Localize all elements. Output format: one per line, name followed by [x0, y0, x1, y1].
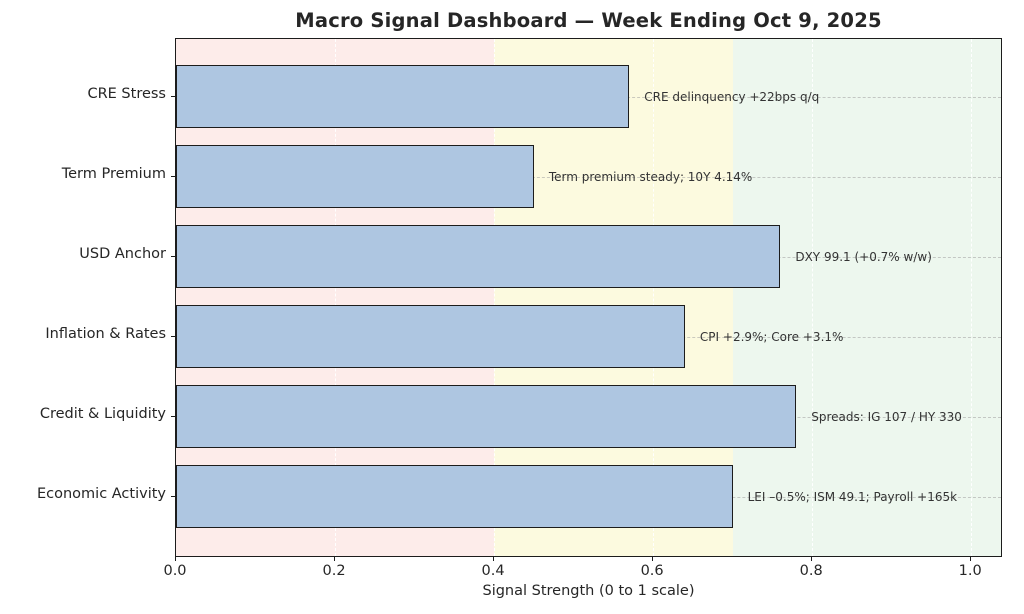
x-tick-label: 0.0 [163, 563, 187, 579]
chart-title: Macro Signal Dashboard — Week Ending Oct… [295, 9, 882, 32]
bar-credit-liquidity [176, 385, 797, 448]
y-gridline [176, 176, 1001, 178]
bar-annotation: DXY 99.1 (+0.7% w/w) [795, 249, 932, 264]
x-tick-label: 0.6 [640, 563, 664, 579]
y-tick-mark [171, 415, 175, 417]
x-tick-mark [493, 557, 495, 561]
x-tick-label: 0.8 [799, 563, 823, 579]
x-axis-label: Signal Strength (0 to 1 scale) [482, 583, 695, 599]
bar-annotation: CRE delinquency +22bps q/q [644, 89, 820, 104]
bar-annotation: CPI +2.9%; Core +3.1% [699, 329, 844, 344]
y-tick-label: Inflation & Rates [45, 326, 166, 342]
bar-cre-stress [176, 65, 630, 128]
y-tick-label: Term Premium [61, 166, 166, 182]
y-tick-mark [171, 95, 175, 97]
y-tick-mark [171, 255, 175, 257]
x-tick-mark [175, 557, 176, 561]
bar-annotation: LEI –0.5%; ISM 49.1; Payroll +165k [747, 489, 958, 504]
y-tick-label: CRE Stress [87, 86, 166, 102]
x-tick-mark [334, 557, 336, 561]
x-tick-label: 0.2 [322, 563, 346, 579]
bar-usd-anchor [176, 225, 781, 288]
bar-inflation-rates [176, 305, 685, 368]
x-tick-label: 0.4 [481, 563, 505, 579]
x-tick-mark [652, 557, 654, 561]
y-tick-mark [171, 175, 175, 177]
y-tick-label: Economic Activity [36, 486, 166, 502]
plot-area: CRE delinquency +22bps q/q Term premium s… [175, 38, 1002, 557]
y-tick-mark [171, 335, 175, 337]
y-tick-label: Credit & Liquidity [39, 406, 166, 422]
bar-annotation: Term premium steady; 10Y 4.14% [548, 169, 753, 184]
x-gridline [494, 39, 496, 556]
x-gridline [653, 39, 655, 556]
y-tick-label: USD Anchor [79, 246, 166, 262]
bar-annotation: Spreads: IG 107 / HY 330 [811, 409, 962, 424]
x-tick-mark [970, 557, 972, 561]
threshold-band-green-zone [732, 39, 1001, 556]
y-tick-mark [171, 495, 175, 497]
bar-economic-activity [176, 465, 733, 528]
bar-term-premium [176, 145, 534, 208]
x-gridline [971, 39, 973, 556]
x-gridline [335, 39, 337, 556]
x-gridline [812, 39, 814, 556]
x-tick-label: 1.0 [958, 563, 982, 579]
x-tick-mark [811, 557, 813, 561]
